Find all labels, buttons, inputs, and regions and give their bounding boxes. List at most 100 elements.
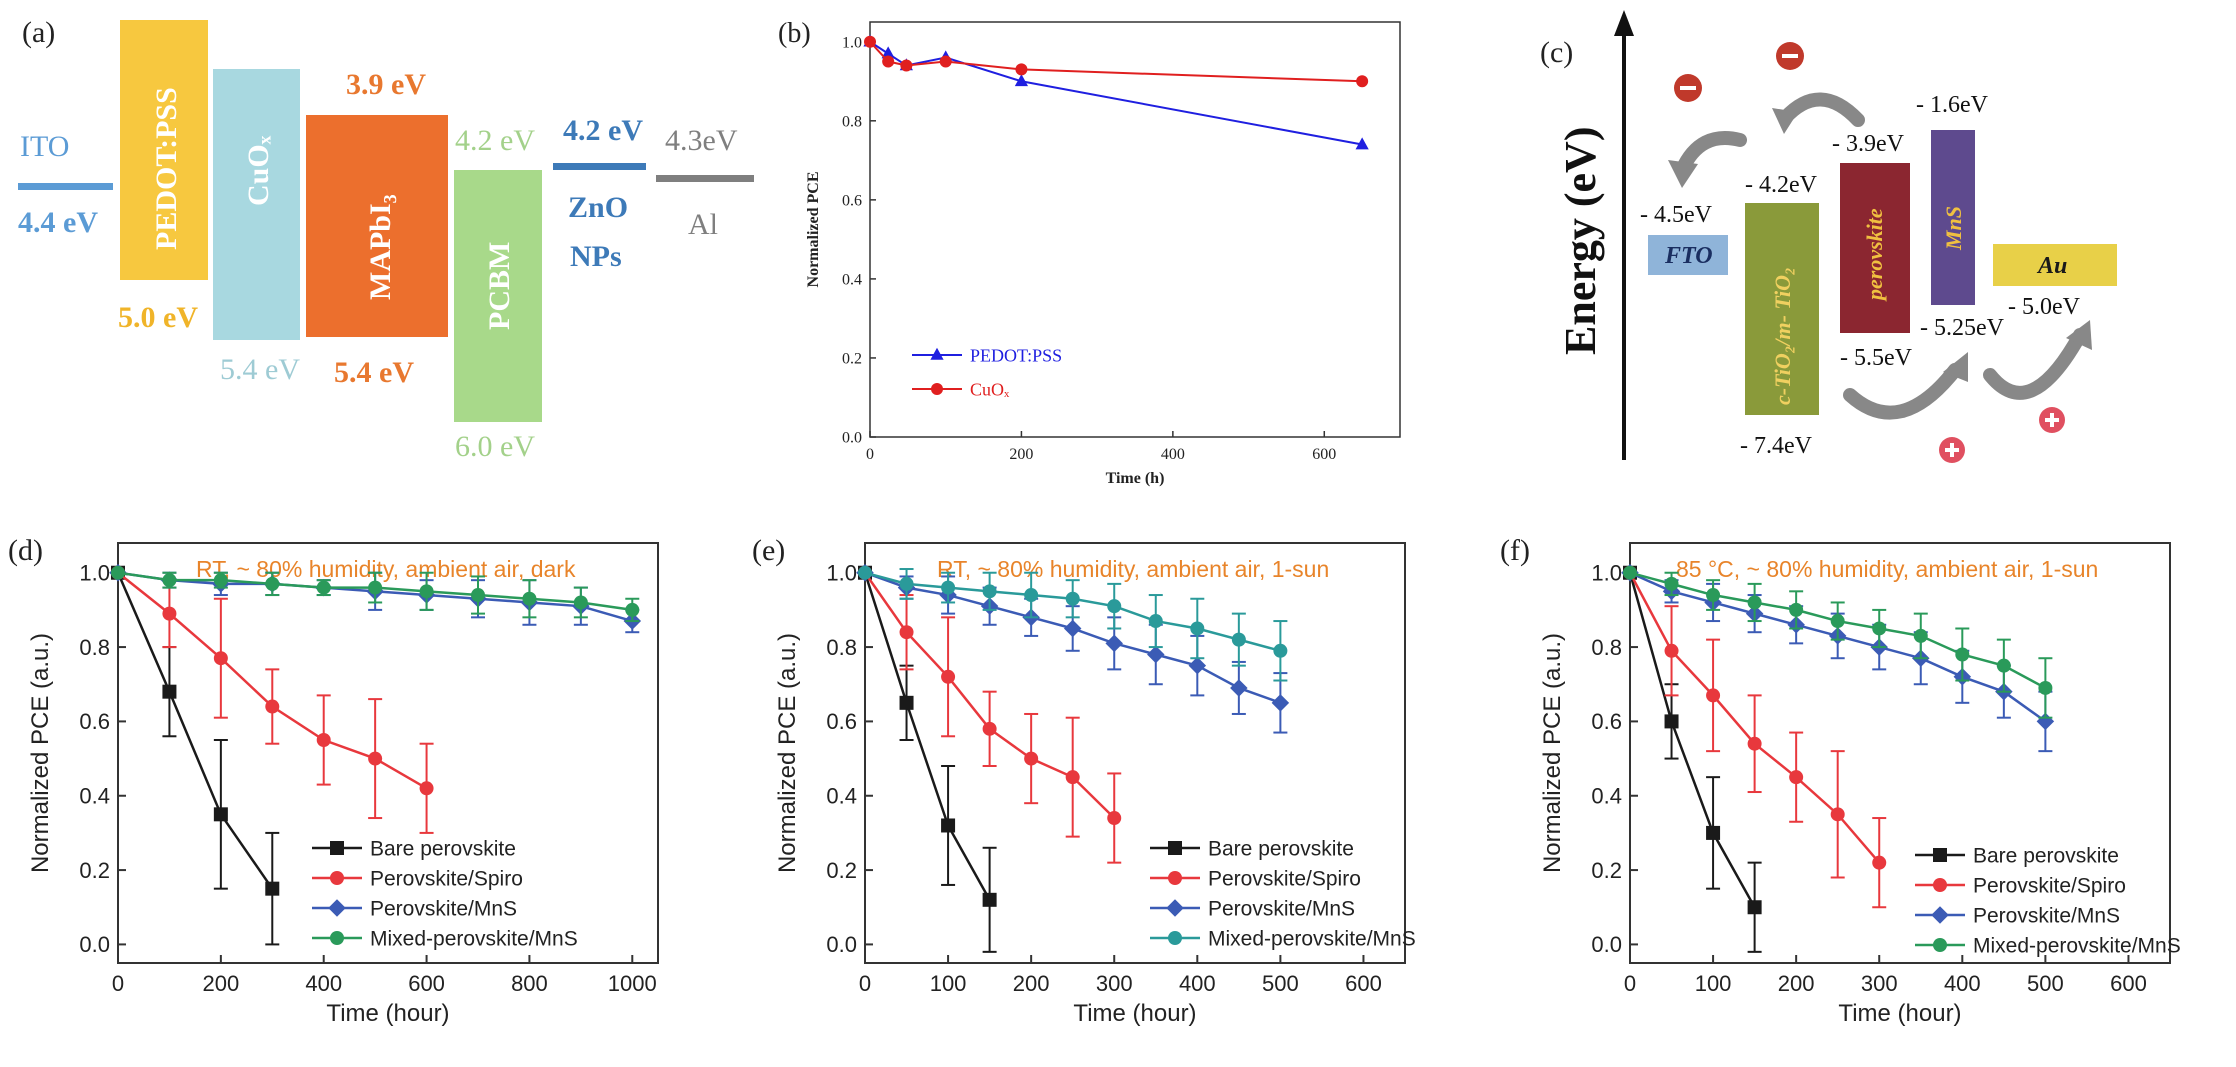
y-tick-label-1: 0.2	[842, 351, 862, 368]
data-point-perovskite-spiro	[941, 669, 956, 684]
panel-a-label: (a)	[22, 16, 55, 49]
legend-marker-mixed-perovskite-mns	[330, 931, 344, 945]
data-point-mixed-perovskite-mns	[1065, 591, 1080, 606]
pedot-block	[120, 20, 208, 280]
chart-d: 0.0 0.2 0.4 0.6 0.8 1.0 0 200 400 600 800 1000 Time …	[27, 542, 659, 1027]
x-tick-label-6: 600	[1345, 971, 1382, 996]
y-tick-label-0: 0.0	[79, 932, 110, 957]
data-point-mixed-perovskite-mns	[1024, 588, 1039, 603]
mapbi3-name: MAPbI₃	[364, 194, 397, 300]
plot-frame	[117, 542, 659, 964]
pedot-name: PEDOT:PSS	[150, 87, 183, 250]
y-axis-label: Normalized PCE	[805, 172, 822, 288]
chart-f: 0.0 0.2 0.4 0.6 0.8 1.0 0 100 200 300 400 500 600 Tim…	[1539, 542, 2181, 1027]
mapbi3-upper-label: 3.9 eV	[346, 68, 426, 101]
y-tick-label-3: 0.6	[842, 192, 862, 209]
y-axis-label: Normalized PCE (a.u.)	[774, 633, 801, 873]
data-point-mixed-perovskite-mns	[941, 580, 956, 595]
pedot-level-label: 5.0 eV	[118, 301, 198, 334]
data-point-mixed-perovskite-mns	[265, 576, 280, 591]
series-perovskite-spiro	[858, 565, 1122, 864]
data-point-mixed-perovskite-mns	[1623, 565, 1637, 580]
data-point-perovskite-spiro	[1872, 855, 1887, 870]
data-point-mixed-perovskite-mns	[368, 580, 383, 595]
electron-arrow-1-head	[1668, 160, 1698, 188]
pcbm-lower-label: 6.0 eV	[455, 430, 535, 463]
data-point-bare-perovskite	[1706, 825, 1721, 840]
electron-symbol-1	[1674, 74, 1702, 102]
data-point-perovskite-spiro	[1706, 688, 1721, 703]
x-tick-label-0: 0	[859, 971, 871, 996]
zno-upper-label: 4.2 eV	[563, 114, 643, 147]
pcbm-name: PCBM	[483, 242, 516, 330]
data-point-mixed-perovskite-mns	[1747, 595, 1762, 610]
x-tick-label-3: 300	[1096, 971, 1133, 996]
series-cuo	[864, 35, 1369, 88]
legend-marker-bare-perovskite	[1933, 848, 1947, 862]
series-pedot-pss	[863, 34, 1369, 150]
hole-arrow-1	[1843, 363, 1962, 420]
x-axis-label: Time (hour)	[1838, 1000, 1961, 1027]
panel-f: (f) 0.0 0.2 0.4 0.6 0.8 1.0 0 100 200 300 400 500 60…	[1500, 534, 2181, 1027]
data-point-perovskite-mns	[1230, 679, 1248, 697]
legend-label-perovskite-mns: Perovskite/MnS	[1973, 904, 2120, 927]
data-point-cuo	[882, 55, 895, 68]
data-point-bare-perovskite	[1664, 714, 1679, 729]
data-point-perovskite-spiro	[162, 606, 177, 621]
condition-annotation: 85 °C, ~ 80% humidity, ambient air, 1-su…	[1676, 556, 2098, 582]
x-tick-label-0: 0	[1624, 971, 1636, 996]
y-tick-label-5: 1.0	[1591, 560, 1622, 585]
legend-label-bare-perovskite: Bare perovskite	[1208, 837, 1354, 860]
panel-a: (a) ITO 4.4 eV PEDOT:PSS 5.0 eV CuOₓ 5.4…	[18, 16, 754, 463]
tio2-name: c-TiO₂/m- TiO₂	[1770, 267, 1795, 405]
data-point-mixed-perovskite-mns	[1107, 599, 1122, 614]
data-point-cuo	[900, 59, 913, 72]
series-line-bare-perovskite	[1628, 572, 1756, 908]
hole-arrow-2	[1983, 328, 2087, 400]
cuox-level-label: 5.4 eV	[220, 353, 300, 386]
chart-b: 0.0 0.2 0.4 0.6 0.8 1.0 0 200 400 600 Time (h) Norm…	[805, 21, 1401, 487]
y-tick-label-4: 0.8	[842, 113, 862, 130]
zno-name-line2: NPs	[570, 240, 622, 273]
data-point-bare-perovskite	[941, 818, 956, 833]
data-point-perovskite-mns	[1188, 656, 1207, 675]
legend-marker-mixed-perovskite-mns	[1933, 938, 1947, 952]
data-point-perovskite-spiro	[368, 751, 383, 766]
data-point-perovskite-spiro	[213, 651, 228, 666]
legend-marker-cuo	[931, 383, 943, 395]
data-point-mixed-perovskite-mns	[982, 584, 997, 599]
panel-b: (b) 0.0 0.2 0.4 0.6 0.8 1.0 0 200 400 600 Time (h)…	[778, 18, 1401, 487]
transfer-arrows	[1675, 92, 2087, 420]
x-tick-label-3: 600	[408, 971, 445, 996]
panel-d: (d) 0.0 0.2 0.4 0.6 0.8 1.0 0 200 400 600 800 1000 T…	[8, 534, 659, 1027]
y-tick-label-0: 0.0	[1591, 932, 1622, 957]
perovskite-upper-level: - 3.9eV	[1832, 131, 1905, 157]
data-point-pedot-pss	[1355, 137, 1369, 150]
perovskite-block	[1840, 163, 1910, 333]
data-point-pedot-pss	[881, 46, 895, 59]
mns-upper-level: - 1.6eV	[1916, 92, 1989, 118]
legend-marker-perovskite-spiro	[1168, 871, 1182, 885]
x-tick-label-4: 800	[511, 971, 548, 996]
plot-frame	[869, 21, 1401, 438]
data-point-cuo	[1015, 63, 1028, 76]
hole-symbol-2	[2039, 407, 2065, 433]
au-name: Au	[2036, 253, 2067, 279]
ito-name: ITO	[20, 130, 69, 163]
pcbm-upper-label: 4.2 eV	[455, 124, 535, 157]
legend-marker-perovskite-spiro	[330, 871, 344, 885]
series-line-bare-perovskite	[863, 572, 991, 901]
plot-frame	[864, 542, 1406, 964]
data-point-mixed-perovskite-mns	[573, 595, 588, 610]
data-point-perovskite-spiro	[1830, 807, 1845, 822]
tio2-lower-level: - 7.4eV	[1740, 433, 1813, 459]
x-tick-label-1: 100	[1695, 971, 1732, 996]
x-tick-label-2: 200	[1778, 971, 1815, 996]
legend-label-bare-perovskite: Bare perovskite	[370, 837, 516, 860]
data-point-bare-perovskite	[162, 684, 177, 699]
au-level: - 5.0eV	[2008, 294, 2081, 320]
mns-lower-level: - 5.25eV	[1920, 315, 2005, 341]
data-point-perovskite-spiro	[316, 732, 331, 747]
x-tick-label-5: 500	[2027, 971, 2064, 996]
legend-label-perovskite-spiro: Perovskite/Spiro	[1973, 874, 2126, 897]
